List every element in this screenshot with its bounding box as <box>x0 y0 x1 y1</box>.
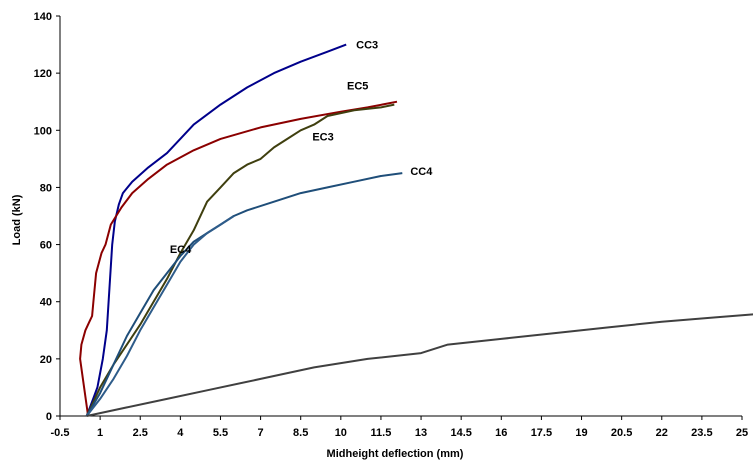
y-axis-title: Load (kN) <box>11 194 23 245</box>
x-tick-label: 10 <box>335 427 347 439</box>
series-line-ec3 <box>85 103 395 417</box>
x-tick-label: 17.5 <box>531 427 552 439</box>
x-tick-label: 16 <box>495 427 507 439</box>
series-lines <box>79 43 753 417</box>
x-tick-label: 8.5 <box>293 427 308 439</box>
y-ticks: 0 20 40 60 80 100 120 140 <box>34 11 60 423</box>
x-tick-label: 11.5 <box>371 427 392 439</box>
series-line-cc5 <box>86 313 753 417</box>
y-tick-label: 60 <box>40 240 52 252</box>
series-line-cc3 <box>85 43 347 417</box>
series-label-ec3: EC3 <box>312 132 333 144</box>
x-tick-label: -0.5 <box>51 427 70 439</box>
x-tick-label: 20.5 <box>611 427 632 439</box>
x-tick-label: 25 <box>736 427 748 439</box>
x-tick-label: 19 <box>575 427 587 439</box>
x-tick-label: 1 <box>97 427 103 439</box>
series-label-cc3: CC3 <box>356 40 378 52</box>
y-tick-label: 0 <box>46 411 52 423</box>
x-tick-label: 23.5 <box>691 427 712 439</box>
y-tick-label: 20 <box>40 354 52 366</box>
y-tick-label: 120 <box>34 68 52 80</box>
series-label-ec5: EC5 <box>347 81 368 93</box>
plot-area <box>59 16 742 417</box>
x-axis-title: Midheight deflection (mm) <box>327 448 464 460</box>
series-label-ec4: EC4 <box>170 244 192 256</box>
series-line-ec4 <box>85 215 235 417</box>
x-tick-label: 13 <box>415 427 427 439</box>
series-line-cc4 <box>85 172 403 417</box>
x-tick-label: 5.5 <box>213 427 228 439</box>
y-tick-label: 100 <box>34 125 52 137</box>
x-tick-label: 2.5 <box>133 427 148 439</box>
y-tick-label: 40 <box>40 297 52 309</box>
x-tick-label: 22 <box>656 427 668 439</box>
series-label-cc4: CC4 <box>410 166 433 178</box>
x-ticks: -0.5 1 2.5 4 5.5 7 8.5 10 11.5 13 14.5 16 17.5 19 20.5… <box>51 416 748 439</box>
x-tick-label: 4 <box>177 427 184 439</box>
series-line-ec5 <box>79 100 398 417</box>
y-tick-label: 140 <box>34 11 52 23</box>
y-tick-label: 80 <box>40 182 52 194</box>
series-labels: CC3EC5EC3CC4EC4CC5 <box>170 40 433 256</box>
x-tick-label: 14.5 <box>450 427 471 439</box>
x-tick-label: 7 <box>258 427 264 439</box>
